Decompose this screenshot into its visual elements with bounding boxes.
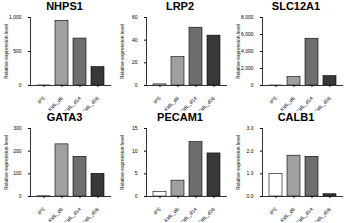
svg-text:0: 0: [250, 82, 253, 88]
svg-text:0: 0: [19, 193, 22, 199]
svg-text:40: 40: [131, 37, 137, 43]
svg-text:1,000: 1,000: [9, 14, 22, 20]
svg-text:KidL_d14: KidL_d14: [63, 206, 82, 222]
html-text:PECAM1: PECAM1: [157, 111, 203, 123]
svg-text:KidL_d14: KidL_d14: [294, 206, 313, 222]
html-text:CALB1: CALB1: [277, 111, 315, 123]
svg-text:Relative expression level: Relative expression level: [235, 24, 241, 79]
svg-text:100: 100: [13, 170, 22, 176]
svg-text:8,000: 8,000: [240, 14, 253, 20]
svg-text:Relative expression level: Relative expression level: [235, 135, 241, 190]
svg-text:300: 300: [13, 125, 22, 131]
svg-text:2,000: 2,000: [240, 65, 253, 71]
html-text:GATA3: GATA3: [46, 111, 83, 123]
svg-text:500: 500: [13, 48, 22, 54]
svg-text:KidL_d14: KidL_d14: [178, 95, 197, 111]
svg-text:iPS: iPS: [36, 94, 46, 104]
svg-text:KidL_d28: KidL_d28: [81, 206, 100, 222]
svg-text:KidL_d14: KidL_d14: [178, 206, 197, 222]
svg-text:iPS: iPS: [152, 94, 162, 104]
svg-text:20: 20: [131, 59, 137, 65]
svg-text:KidL_d14: KidL_d14: [63, 95, 82, 111]
svg-text:iPS: iPS: [152, 205, 162, 215]
svg-text:0: 0: [19, 82, 22, 88]
svg-text:KidL_d8: KidL_d8: [162, 95, 179, 111]
svg-text:60: 60: [131, 14, 137, 20]
svg-text:KidL_d14: KidL_d14: [294, 95, 313, 111]
svg-text:Relative expression level: Relative expression level: [119, 24, 125, 79]
svg-text:Relative expression level: Relative expression level: [3, 24, 9, 79]
svg-text:3.0: 3.0: [246, 125, 253, 131]
svg-text:0: 0: [134, 82, 137, 88]
svg-text:KidL_d28: KidL_d28: [196, 95, 215, 111]
svg-text:KidL_d28: KidL_d28: [196, 206, 215, 222]
html-text:NHPS1: NHPS1: [46, 0, 83, 12]
svg-text:Relative expression level: Relative expression level: [119, 135, 125, 190]
svg-text:KidL_d28: KidL_d28: [312, 206, 331, 222]
svg-text:KidL_d8: KidL_d8: [162, 206, 179, 222]
svg-text:Relative expression level: Relative expression level: [3, 135, 9, 190]
svg-text:15: 15: [131, 125, 137, 131]
svg-text:0.0: 0.0: [246, 193, 253, 199]
svg-text:200: 200: [13, 148, 22, 154]
svg-text:KidL_d28: KidL_d28: [312, 95, 331, 111]
svg-text:4,000: 4,000: [240, 48, 253, 54]
svg-text:KidL_d8: KidL_d8: [47, 95, 64, 111]
svg-text:0: 0: [134, 193, 137, 199]
svg-text:5: 5: [134, 170, 137, 176]
svg-text:KidL_d8: KidL_d8: [278, 95, 295, 111]
svg-text:6,000: 6,000: [240, 31, 253, 37]
svg-text:10: 10: [131, 148, 137, 154]
svg-text:iPS: iPS: [268, 94, 278, 104]
svg-text:KidL_d8: KidL_d8: [278, 206, 295, 222]
svg-text:iPS: iPS: [36, 205, 46, 215]
svg-text:1.0: 1.0: [246, 170, 253, 176]
svg-text:iPS: iPS: [268, 205, 278, 215]
html-text:LRP2: LRP2: [165, 0, 195, 12]
svg-text:2.0: 2.0: [246, 148, 253, 154]
svg-text:KidL_d28: KidL_d28: [81, 95, 100, 111]
svg-text:KidL_d8: KidL_d8: [47, 206, 64, 222]
html-text:SLC12A1: SLC12A1: [271, 0, 321, 12]
